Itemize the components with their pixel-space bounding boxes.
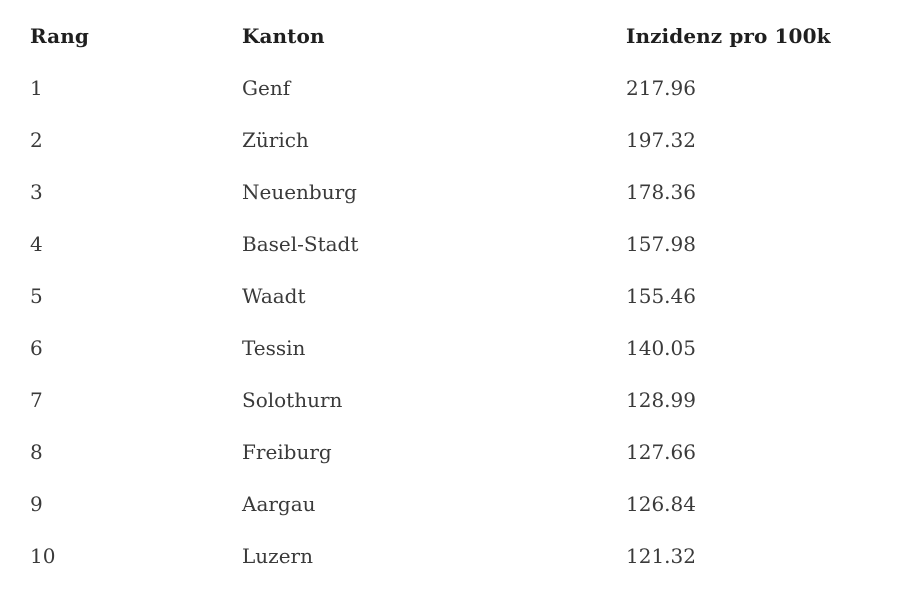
header-row: Rang Kanton Inzidenz pro 100k (30, 10, 870, 62)
incidence-cell: 121.32 (626, 544, 696, 568)
rank-cell: 2 (30, 128, 43, 152)
table-row: 5 Waadt 155.46 (30, 270, 870, 322)
kanton-cell: Neuenburg (242, 180, 357, 204)
table-row: 4 Basel-Stadt 157.98 (30, 218, 870, 270)
rank-cell: 1 (30, 76, 43, 100)
column-header-incidence: Inzidenz pro 100k (626, 24, 831, 48)
kanton-cell: Aargau (242, 492, 316, 516)
kanton-cell: Zürich (242, 128, 309, 152)
kanton-cell: Waadt (242, 284, 306, 308)
kanton-cell: Basel-Stadt (242, 232, 359, 256)
table-row: 2 Zürich 197.32 (30, 114, 870, 166)
incidence-cell: 127.66 (626, 440, 696, 464)
kanton-cell: Solothurn (242, 388, 343, 412)
table-row: 10 Luzern 121.32 (30, 530, 870, 582)
incidence-cell: 157.98 (626, 232, 696, 256)
incidence-cell: 128.99 (626, 388, 696, 412)
table-header: Rang Kanton Inzidenz pro 100k (30, 10, 870, 62)
ranking-table: Rang Kanton Inzidenz pro 100k 1 Genf 217… (30, 10, 870, 582)
incidence-cell: 140.05 (626, 336, 696, 360)
table-row: 7 Solothurn 128.99 (30, 374, 870, 426)
rank-cell: 3 (30, 180, 43, 204)
rank-cell: 8 (30, 440, 43, 464)
table-body: 1 Genf 217.96 2 Zürich 197.32 3 Neuenbur… (30, 62, 870, 582)
rank-cell: 7 (30, 388, 43, 412)
rank-cell: 4 (30, 232, 43, 256)
rank-cell: 9 (30, 492, 43, 516)
kanton-cell: Luzern (242, 544, 313, 568)
kanton-cell: Tessin (242, 336, 306, 360)
table-row: 1 Genf 217.96 (30, 62, 870, 114)
table-row: 9 Aargau 126.84 (30, 478, 870, 530)
table-row: 3 Neuenburg 178.36 (30, 166, 870, 218)
incidence-cell: 178.36 (626, 180, 696, 204)
column-header-kanton: Kanton (242, 24, 325, 48)
incidence-cell: 155.46 (626, 284, 696, 308)
incidence-cell: 197.32 (626, 128, 696, 152)
rank-cell: 5 (30, 284, 43, 308)
rank-cell: 10 (30, 544, 56, 568)
table-row: 8 Freiburg 127.66 (30, 426, 870, 478)
table-row: 6 Tessin 140.05 (30, 322, 870, 374)
column-header-rank: Rang (30, 24, 89, 48)
incidence-cell: 126.84 (626, 492, 696, 516)
kanton-cell: Genf (242, 76, 291, 100)
rank-cell: 6 (30, 336, 43, 360)
incidence-cell: 217.96 (626, 76, 696, 100)
kanton-cell: Freiburg (242, 440, 332, 464)
